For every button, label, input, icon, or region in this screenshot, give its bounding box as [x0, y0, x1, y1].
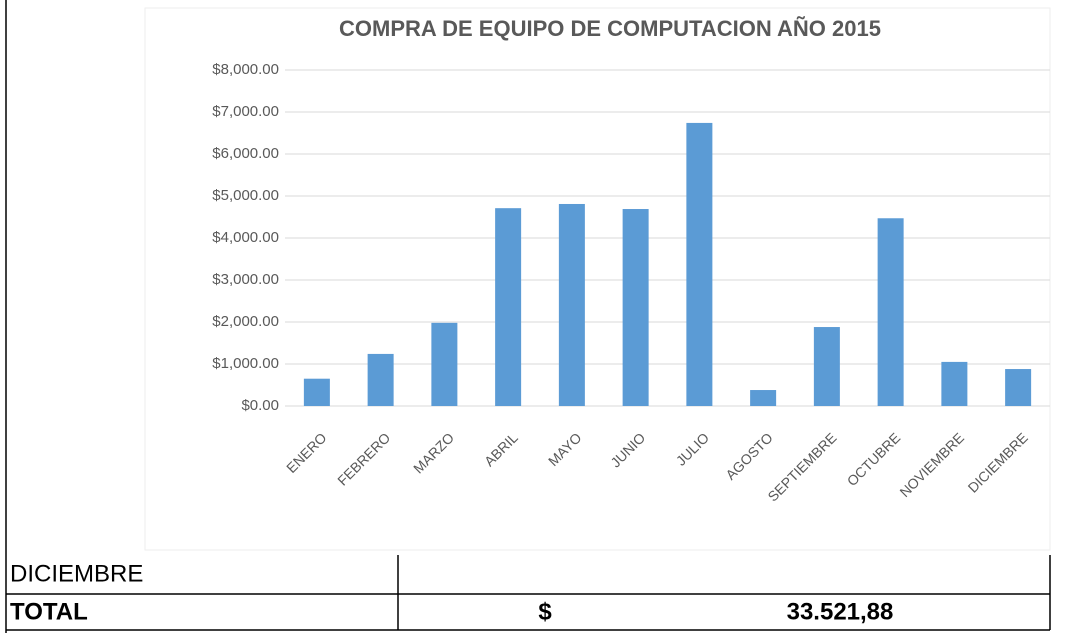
table-cell: TOTAL	[10, 598, 88, 625]
table-cell: DICIEMBRE	[10, 560, 143, 587]
y-tick-label: $8,000.00	[212, 61, 279, 78]
chart-area	[144, 7, 1051, 551]
bar	[303, 378, 330, 406]
bar	[495, 208, 522, 406]
y-tick-label: $7,000.00	[212, 103, 279, 120]
bar	[686, 122, 713, 407]
y-tick-label: $2,000.00	[212, 313, 279, 330]
bar	[558, 203, 585, 406]
bar	[431, 322, 458, 406]
bar	[813, 327, 840, 406]
bar	[750, 390, 777, 406]
y-tick-label: $6,000.00	[212, 145, 279, 162]
y-tick-label: $3,000.00	[212, 271, 279, 288]
bar	[622, 209, 649, 406]
bar	[1005, 369, 1032, 406]
table	[6, 555, 1051, 631]
table-cell: $	[538, 598, 552, 625]
y-tick-label: $0.00	[241, 397, 279, 414]
bar	[367, 353, 394, 406]
bar	[877, 218, 904, 406]
table-cell: 33.521,88	[787, 598, 894, 625]
y-tick-label: $4,000.00	[212, 229, 279, 246]
y-tick-label: $5,000.00	[212, 187, 279, 204]
bar	[941, 361, 968, 406]
y-tick-label: $1,000.00	[212, 355, 279, 372]
chart-title: COMPRA DE EQUIPO DE COMPUTACION AÑO 2015	[339, 16, 881, 41]
